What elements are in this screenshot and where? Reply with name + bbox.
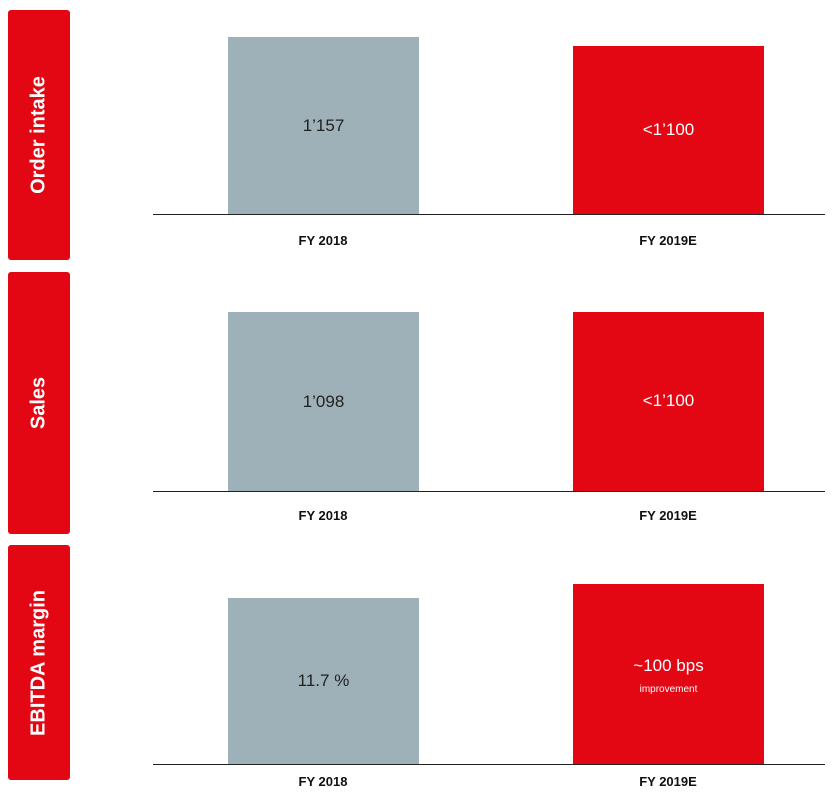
bar-fy2019e-sales: <1’100 bbox=[573, 311, 764, 491]
category-label-fy2018: FY 2018 bbox=[298, 774, 348, 789]
category-label-fy2018: FY 2018 bbox=[298, 233, 348, 248]
category-label-fy2019e: FY 2019E bbox=[639, 233, 697, 248]
x-axis-line bbox=[153, 491, 825, 492]
bar-value-label: <1’100 bbox=[642, 391, 695, 411]
bar-fy2018-ebitda-margin: 11.7 % bbox=[228, 598, 419, 764]
bar-fy2018-sales: 1’098 bbox=[228, 312, 419, 491]
bar-value-label: 1’098 bbox=[302, 391, 345, 411]
x-axis-line bbox=[153, 764, 825, 765]
order-intake-label: Order intake bbox=[27, 76, 50, 194]
bar-fy2019e-ebitda-margin: ~100 bps improvement bbox=[573, 584, 764, 764]
order-intake-panel: Order intake 1’157 <1’100 FY 2018 FY 201… bbox=[0, 10, 835, 260]
bar-value-label: ~100 bps bbox=[633, 656, 704, 675]
bar-sub-label: improvement bbox=[639, 684, 698, 695]
category-label-fy2019e: FY 2019E bbox=[639, 774, 697, 789]
sales-label: Sales bbox=[27, 376, 50, 430]
ebitda-margin-label: EBITDA margin bbox=[27, 589, 50, 736]
ebitda-margin-label-box: EBITDA margin bbox=[8, 545, 70, 780]
category-label-fy2018: FY 2018 bbox=[298, 508, 348, 523]
x-axis-line bbox=[153, 214, 825, 215]
bar-fy2019e-order-intake: <1’100 bbox=[573, 45, 764, 214]
bar-value-label: <1’100 bbox=[642, 119, 695, 139]
ebitda-margin-panel: EBITDA margin 11.7 % ~100 bps improvemen… bbox=[0, 545, 835, 789]
bar-fy2018-order-intake: 1’157 bbox=[228, 37, 419, 214]
bar-value-label: 11.7 % bbox=[297, 671, 350, 691]
order-intake-label-box: Order intake bbox=[8, 10, 70, 260]
sales-panel: Sales 1’098 <1’100 FY 2018 FY 2019E bbox=[0, 272, 835, 534]
bar-value-label: 1’157 bbox=[302, 115, 345, 135]
sales-label-box: Sales bbox=[8, 272, 70, 534]
category-label-fy2019e: FY 2019E bbox=[639, 508, 697, 523]
